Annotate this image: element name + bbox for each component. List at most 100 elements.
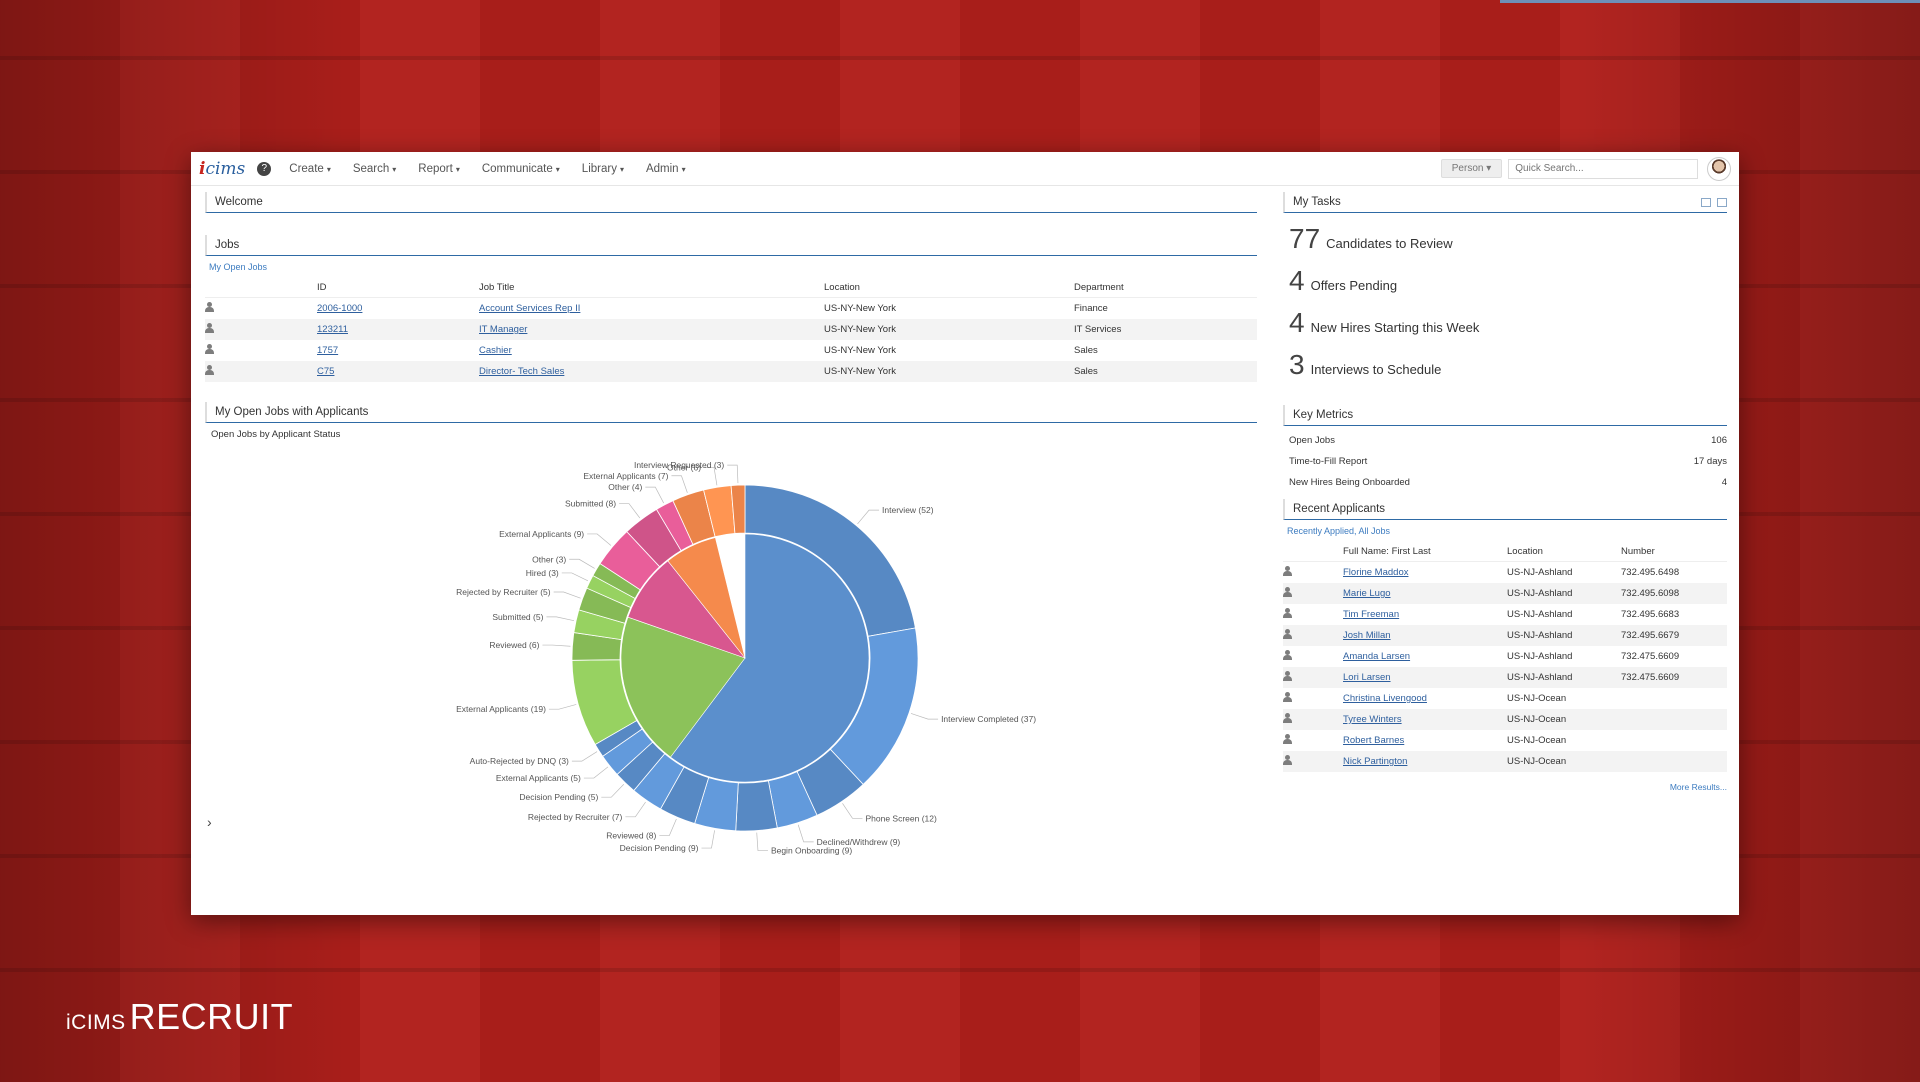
- pie-inner-slice[interactable]: [667, 537, 746, 659]
- menu-create[interactable]: Create ▾: [289, 163, 331, 175]
- applicant-icon[interactable]: [1283, 587, 1294, 597]
- col-id[interactable]: ID: [317, 278, 479, 298]
- applicant-name-link[interactable]: Florine Maddox: [1343, 567, 1409, 578]
- col-department[interactable]: Department: [1074, 278, 1257, 298]
- recently-applied-link[interactable]: Recently Applied, All Jobs: [1287, 526, 1391, 536]
- applicant-number-cell: 732.475.6609: [1621, 667, 1727, 688]
- table-row: Josh Millan US-NJ-Ashland 732.495.6679: [1283, 625, 1727, 646]
- applicant-number-cell: [1621, 688, 1727, 709]
- pie-slice-label: Other (4): [608, 482, 642, 492]
- metric-label: Time-to-Fill Report: [1289, 456, 1368, 467]
- pie-label-connector: [569, 558, 595, 569]
- menu-report[interactable]: Report ▾: [418, 163, 460, 175]
- pie-outer-slice[interactable]: [730, 484, 746, 534]
- search-type-label: Person: [1451, 163, 1484, 174]
- metric-row[interactable]: New Hires Being Onboarded 4: [1283, 472, 1727, 493]
- job-icon[interactable]: [205, 344, 216, 354]
- applicant-name-cell: Marie Lugo: [1343, 583, 1507, 604]
- my-open-jobs-link[interactable]: My Open Jobs: [209, 262, 268, 272]
- applicant-number-cell: 732.495.6498: [1621, 567, 1680, 578]
- row-icon-cell: [1283, 730, 1343, 751]
- applicant-name-cell: Robert Barnes: [1343, 730, 1507, 751]
- table-row: Lori Larsen US-NJ-Ashland 732.475.6609: [1283, 667, 1727, 688]
- applicant-number-cell: 732.495.6683: [1621, 609, 1680, 620]
- task-item[interactable]: 4 New Hires Starting this Week: [1289, 307, 1727, 339]
- quick-search-input[interactable]: [1508, 158, 1699, 179]
- pie-inner-slice[interactable]: [620, 616, 746, 758]
- metric-row[interactable]: Time-to-Fill Report 17 days: [1283, 451, 1727, 472]
- job-id-link[interactable]: 123211: [317, 324, 348, 335]
- job-icon[interactable]: [205, 323, 216, 333]
- applicant-name-link[interactable]: Amanda Larsen: [1343, 651, 1411, 662]
- job-title-link[interactable]: IT Manager: [479, 324, 528, 335]
- chevron-down-icon: ▾: [555, 164, 560, 174]
- applicant-icon[interactable]: [1283, 755, 1294, 765]
- applicant-name-link[interactable]: Lori Larsen: [1343, 672, 1391, 683]
- applicant-name-link[interactable]: Tyree Winters: [1343, 714, 1402, 725]
- minimize-icon[interactable]: [1701, 197, 1711, 207]
- col-job-title[interactable]: Job Title: [479, 278, 824, 298]
- pie-slice-label: Other (6): [667, 462, 701, 472]
- menu-admin[interactable]: Admin ▾: [646, 163, 686, 175]
- applicant-icon[interactable]: [1283, 650, 1294, 660]
- task-item[interactable]: 4 Offers Pending: [1289, 265, 1727, 297]
- menu-library[interactable]: Library ▾: [582, 163, 624, 175]
- menu-communicate[interactable]: Communicate ▾: [482, 163, 560, 175]
- search-type-select[interactable]: Person ▾: [1440, 159, 1503, 178]
- job-id-cell: 123211: [317, 319, 479, 340]
- pie-label-connector: [671, 475, 688, 493]
- job-title-link[interactable]: Account Services Rep II: [479, 303, 581, 314]
- job-icon[interactable]: [205, 302, 216, 312]
- chevron-down-icon: ▾: [392, 164, 397, 174]
- metric-row[interactable]: Open Jobs 106: [1283, 430, 1727, 451]
- applicant-name-link[interactable]: Robert Barnes: [1343, 735, 1405, 746]
- table-row: Christina Livengood US-NJ-Ocean: [1283, 688, 1727, 709]
- applicant-number-cell: 732.495.6098: [1621, 583, 1727, 604]
- applicant-icon[interactable]: [1283, 734, 1294, 744]
- tasks-list: 77 Candidates to Review 4 Offers Pending 4 Ne…: [1283, 223, 1727, 381]
- maximize-icon[interactable]: [1717, 197, 1727, 207]
- job-icon[interactable]: [205, 365, 216, 375]
- menu-create-label: Create: [289, 162, 324, 175]
- job-title-link[interactable]: Cashier: [479, 345, 512, 356]
- col-location[interactable]: Location: [1507, 542, 1621, 562]
- chevron-down-icon: ▾: [326, 164, 331, 174]
- pie-inner-slice[interactable]: [670, 533, 870, 783]
- pie-slice-label: Decision Pending (5): [519, 792, 598, 802]
- applicant-name-link[interactable]: Nick Partington: [1343, 756, 1408, 767]
- user-avatar[interactable]: [1707, 156, 1731, 181]
- row-icon-cell: [1283, 667, 1343, 688]
- job-id-link[interactable]: 2006-1000: [317, 303, 363, 314]
- table-row: Florine Maddox US-NJ-Ashland 732.495.6498: [1283, 562, 1727, 584]
- applicant-icon[interactable]: [1283, 566, 1294, 576]
- help-icon[interactable]: ?: [257, 161, 272, 176]
- applicant-name-link[interactable]: Marie Lugo: [1343, 588, 1391, 599]
- logo-text: cims: [205, 158, 246, 179]
- applicant-icon[interactable]: [1283, 608, 1294, 618]
- job-id-link[interactable]: C75: [317, 366, 335, 377]
- col-location[interactable]: Location: [824, 278, 1074, 298]
- job-title-cell: Director- Tech Sales: [479, 361, 824, 382]
- task-item[interactable]: 77 Candidates to Review: [1289, 223, 1727, 255]
- col-full-name[interactable]: Full Name: First Last: [1343, 542, 1507, 562]
- applicant-icon[interactable]: [1283, 713, 1294, 723]
- applicant-icon[interactable]: [1283, 629, 1294, 639]
- menu-search[interactable]: Search ▾: [353, 163, 396, 175]
- job-id-link[interactable]: 1757: [317, 345, 339, 356]
- pie-slice-label: Rejected by Recruiter (5): [456, 587, 551, 597]
- applicant-number-cell: [1621, 730, 1727, 751]
- applicant-name-link[interactable]: Tim Freeman: [1343, 609, 1400, 620]
- job-title-link[interactable]: Director- Tech Sales: [479, 366, 565, 377]
- applicant-icon[interactable]: [1283, 671, 1294, 681]
- col-number[interactable]: Number: [1621, 542, 1727, 562]
- chevron-down-icon: ▾: [681, 164, 686, 174]
- more-results-link[interactable]: More Results...: [1669, 782, 1727, 792]
- icims-logo[interactable]: icims: [199, 158, 246, 179]
- applicant-name-link[interactable]: Christina Livengood: [1343, 693, 1427, 704]
- chevron-right-icon[interactable]: ›: [207, 814, 212, 830]
- applicant-icon[interactable]: [1283, 692, 1294, 702]
- applicant-name-link[interactable]: Josh Millan: [1343, 630, 1391, 641]
- task-item[interactable]: 3 Interviews to Schedule: [1289, 349, 1727, 381]
- table-row: 1757 Cashier US-NY-New York Sales: [205, 340, 1257, 361]
- metric-label: New Hires Being Onboarded: [1289, 477, 1410, 488]
